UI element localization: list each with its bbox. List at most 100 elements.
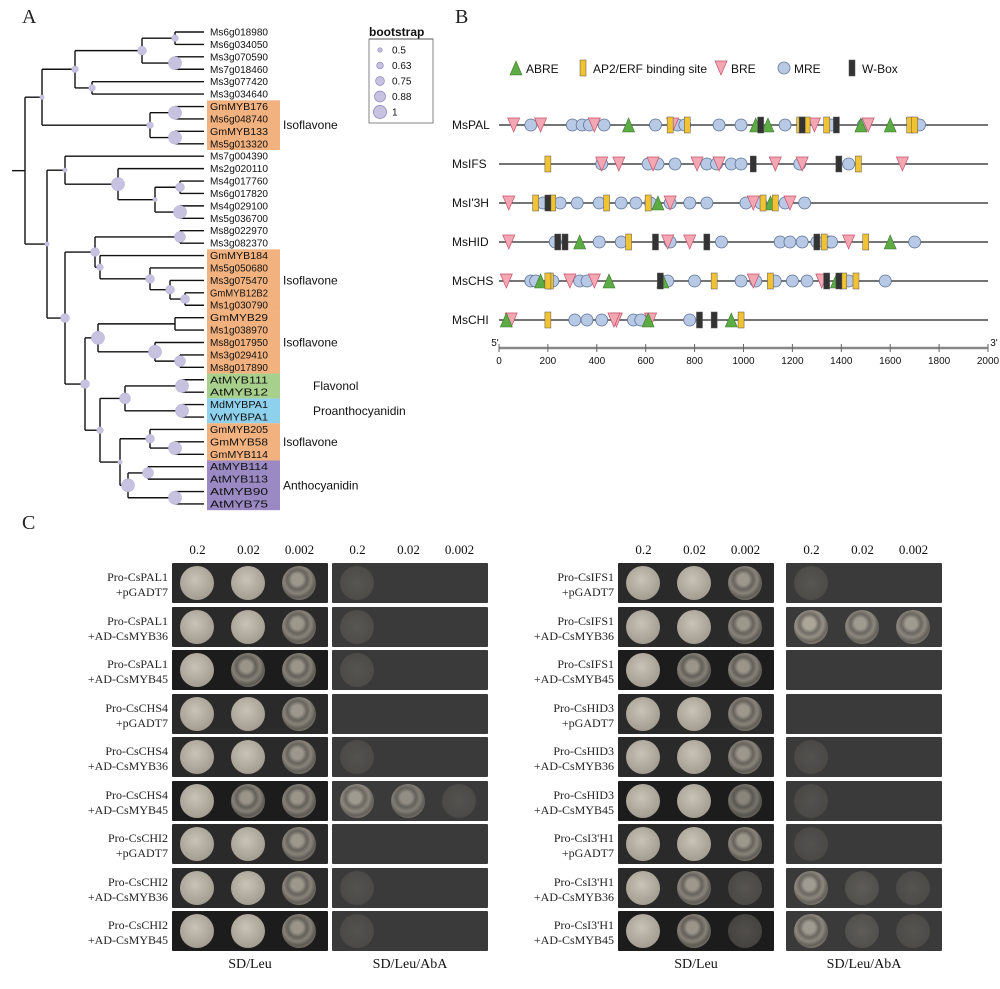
spot-plate (332, 650, 488, 690)
cis-element-mark (823, 116, 830, 134)
medium-label: SD/Leu (674, 957, 718, 972)
cis-element-mark (710, 272, 718, 290)
colony-spot (728, 609, 762, 644)
colony-spot (677, 696, 711, 731)
tip-label: Ms2g020110 (210, 164, 268, 175)
spot-plate (618, 780, 774, 821)
cis-element-mark (603, 194, 610, 212)
colony-spot (231, 914, 265, 948)
colony-spot (794, 783, 828, 818)
clade-highlight (207, 423, 280, 461)
clade-label: Anthocyanidin (283, 478, 358, 492)
colony-spot (626, 696, 660, 731)
tip-label: AtMYB75 (210, 499, 269, 510)
bootstrap-dot (111, 177, 125, 191)
colony-spot (728, 870, 762, 905)
colony-spot (728, 827, 762, 861)
spot-plate (172, 911, 328, 951)
cis-element-mark (883, 117, 897, 133)
cis-element-mark (878, 274, 892, 288)
dilution-label: 0.2 (635, 542, 652, 557)
tip-label: Ms5g036700 (210, 214, 268, 225)
bootstrap-dot (121, 478, 135, 493)
bootstrap-legend-value: 0.88 (392, 92, 412, 103)
strain-promoter: Pro-CsPAL1 (107, 570, 168, 584)
cis-element-mark (835, 272, 843, 290)
strain-construct: +AD-CsMYB45 (533, 672, 614, 686)
cis-element-mark (607, 312, 621, 328)
spot-plate (618, 563, 774, 603)
cis-element-mark (649, 118, 662, 132)
bootstrap-dot (173, 205, 187, 219)
bootstrap-dot (90, 247, 100, 257)
bootstrap-dot (142, 467, 154, 479)
bootstrap-legend-value: 0.63 (392, 61, 412, 72)
bootstrap-dot (91, 330, 105, 345)
cis-element-mark (767, 272, 774, 290)
tip-label: AtMYB111 (210, 375, 269, 386)
colony-spot (794, 566, 828, 600)
bootstrap-dot (117, 459, 123, 465)
colony-spot (626, 653, 660, 687)
colony-spot (231, 740, 265, 774)
strain-promoter: Pro-CsCHS4 (105, 700, 168, 715)
tip-label: Ms3g029410 (210, 350, 268, 361)
colony-spot (728, 914, 762, 948)
cis-element-mark (772, 194, 779, 212)
colony-spot (180, 870, 214, 905)
cis-element-mark (842, 234, 856, 250)
colony-spot (340, 783, 374, 818)
cis-element-mark (614, 196, 628, 210)
cis-element-mark (568, 313, 582, 327)
bootstrap-dot (180, 294, 190, 304)
colony-spot (231, 696, 265, 731)
legend-swatch (509, 60, 523, 76)
cis-element-mark (710, 311, 718, 329)
colony-spot (231, 827, 265, 861)
promoter-element-map: ABRE AP2/ERF binding site BRE MRE W-Box MsPAL… (452, 59, 1000, 367)
clade-highlight (207, 373, 280, 399)
spot-plate (172, 824, 328, 864)
axis-tick-label: 0 (496, 356, 502, 367)
dilution-label: 0.2 (189, 542, 206, 557)
bootstrap-legend-box (368, 38, 434, 124)
strain-promoter: Pro-CsHID3 (553, 700, 614, 715)
cis-element-mark (842, 157, 856, 171)
legend-label: MRE (794, 62, 821, 76)
yeast-one-hybrid-panel: 0.2 0.02 0.002 0.2 0.02 0.002 Pro-CsPAL1 +pGADT… (0, 520, 1000, 989)
colony-spot (442, 783, 476, 818)
spot-plate (786, 737, 942, 777)
colony-spot (728, 653, 762, 687)
tip-label: Ms3g082370 (210, 239, 268, 250)
promoter-gene-label: MsHID (452, 235, 489, 249)
bootstrap-dot (148, 344, 162, 359)
axis-tick-label: 1400 (830, 356, 853, 367)
legend-swatch (714, 60, 728, 76)
spot-plate (332, 867, 488, 908)
cis-element-mark (534, 117, 548, 133)
axis-start-label: 5' (491, 338, 499, 349)
strain-construct: +AD-CsMYB36 (533, 628, 614, 643)
axis-end-label: 3' (990, 338, 998, 349)
cis-element-mark (499, 273, 513, 289)
cis-element-mark (612, 156, 626, 172)
cis-element-mark (861, 117, 875, 133)
spot-plate (618, 693, 774, 734)
colony-spot (794, 870, 828, 905)
strain-construct: +AD-CsMYB36 (533, 759, 614, 773)
tip-label: Ms1g030790 (210, 301, 268, 312)
dilution-label: 0.02 (237, 542, 260, 557)
cis-element-mark (629, 196, 643, 210)
colony-spot (180, 566, 214, 600)
strain-label: Pro-CsCHI2 +pGADT7 (8, 831, 168, 861)
tip-label: Ms6g018980 (210, 28, 268, 39)
dilution-label: 0.2 (803, 542, 820, 557)
bootstrap-dot (174, 231, 186, 243)
colony-spot (282, 740, 316, 774)
spot-plate (618, 606, 774, 647)
strain-construct: +pGADT7 (561, 585, 614, 599)
strain-promoter: Pro-CsCHS4 (105, 744, 168, 758)
clade-label: Isoflavone (283, 273, 338, 287)
tip-label: Ms3g077420 (210, 77, 268, 88)
colony-spot (180, 783, 214, 818)
